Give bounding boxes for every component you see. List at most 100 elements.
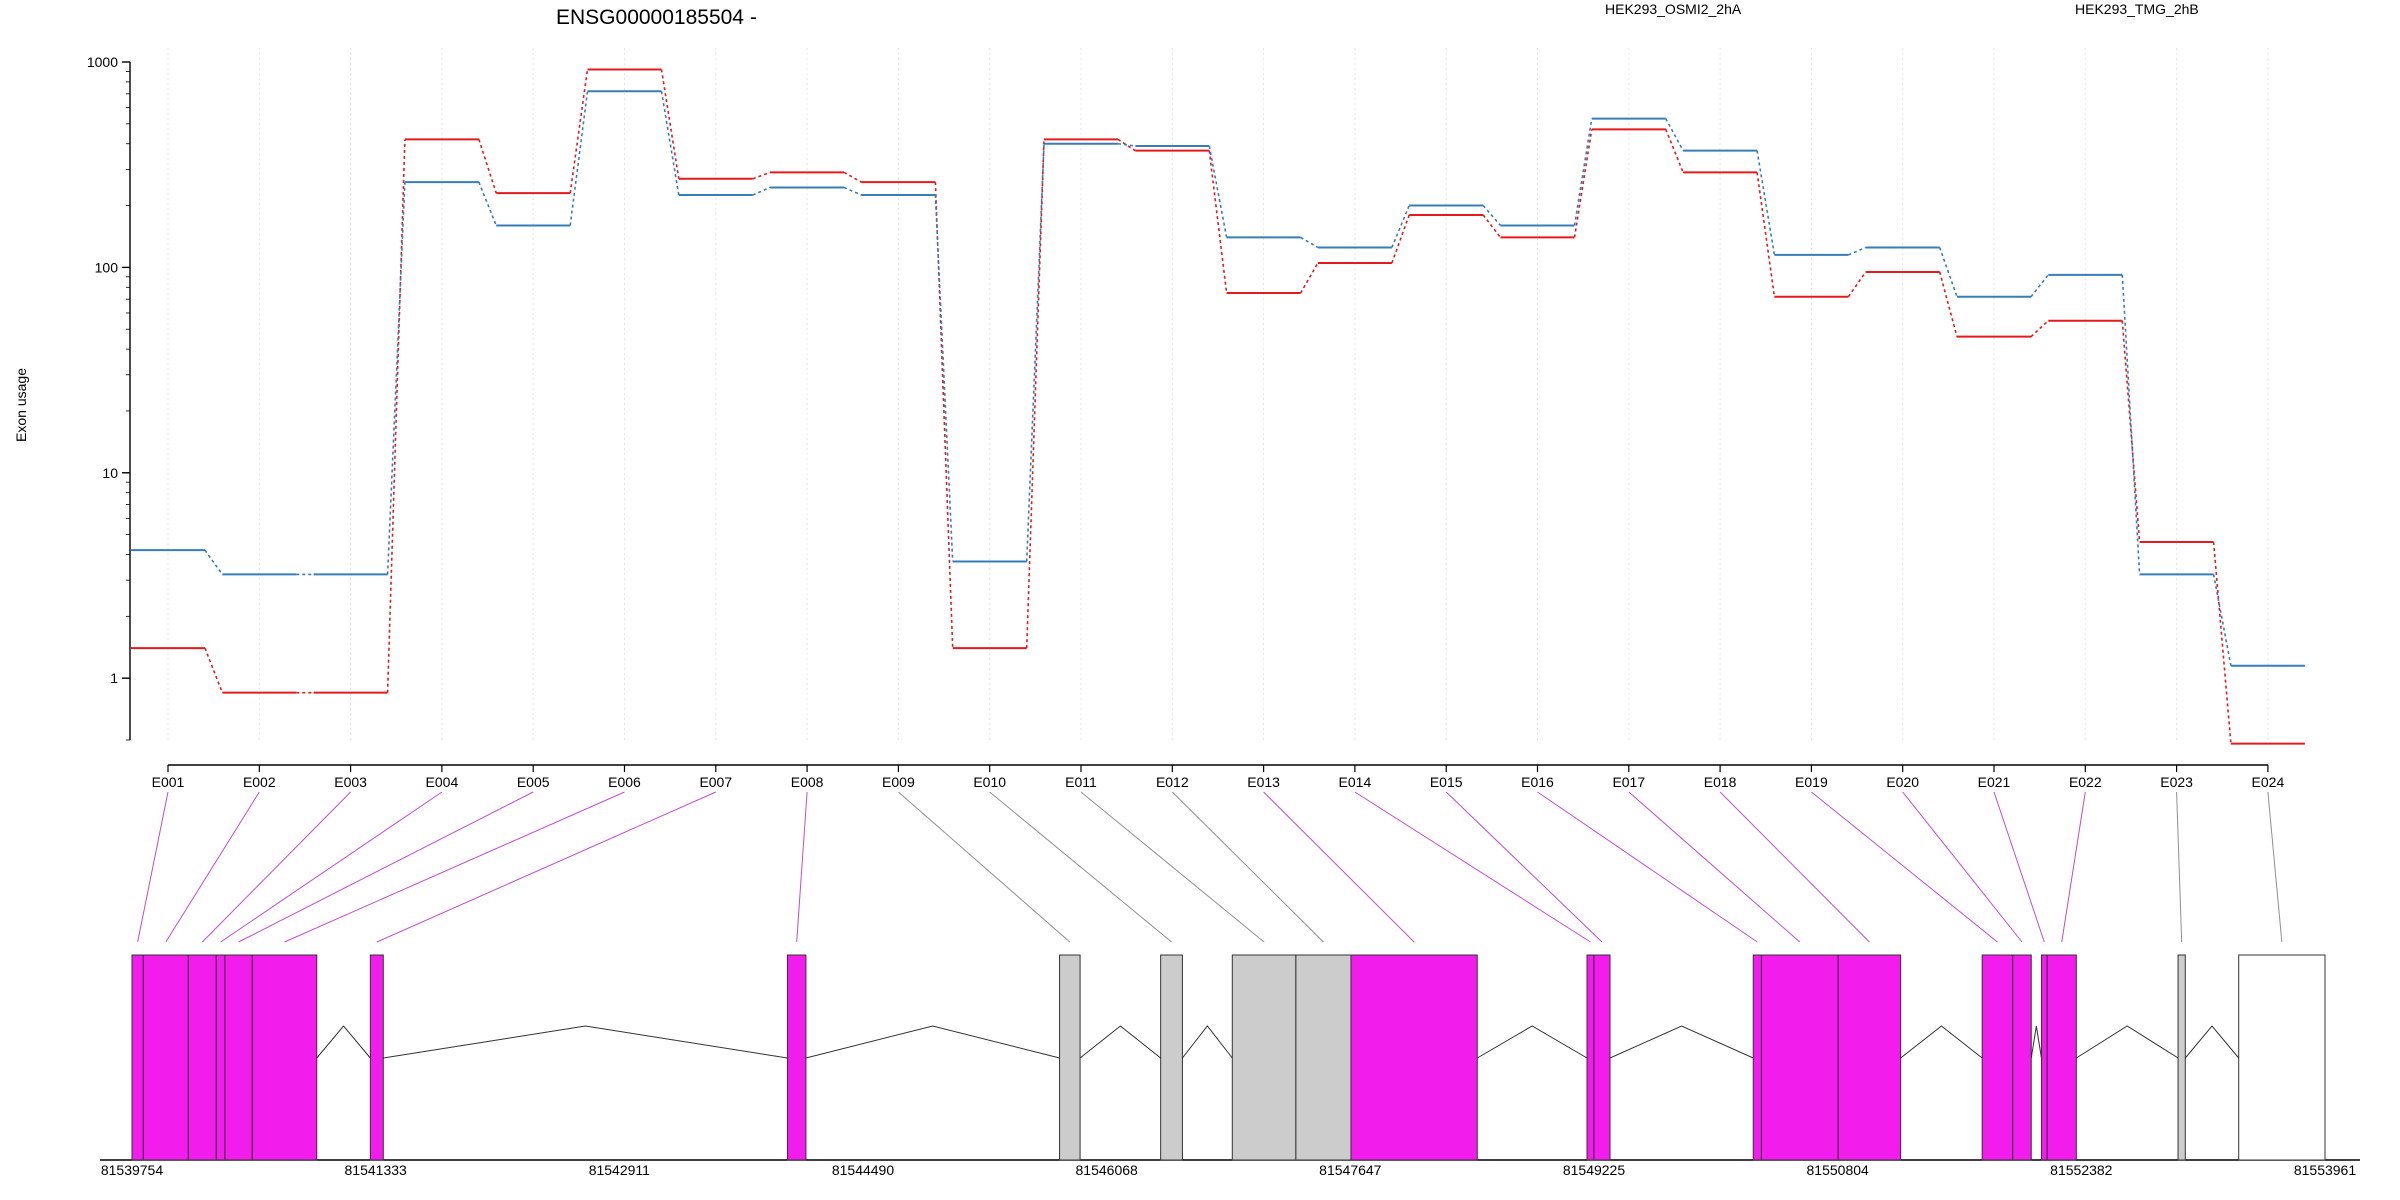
y-tick-label: 1: [110, 670, 118, 686]
exon-block-e013: [1350, 954, 1478, 1161]
intron-line: [2076, 1025, 2179, 1059]
exon-block-e017: [1760, 954, 1839, 1161]
exon-block-e022: [2046, 954, 2077, 1161]
exon-block-e014: [1586, 954, 1595, 1161]
connector-e017: [1628, 791, 1801, 943]
intron-line: [805, 1025, 1060, 1059]
coordinate-label: 81552382: [2050, 1162, 2113, 1178]
x-tick-label: E002: [243, 774, 276, 790]
x-tick-label: E003: [334, 774, 367, 790]
exon-block-e019: [1981, 954, 2014, 1161]
y-tick-label: 10: [102, 465, 118, 481]
exon-block-e006: [251, 954, 318, 1161]
intron-line: [1900, 1025, 1983, 1059]
series-1-connector: [2030, 320, 2049, 338]
exon-block-e021: [2040, 954, 2048, 1161]
x-tick-label: E020: [1886, 774, 1919, 790]
intron-line: [1609, 1025, 1754, 1059]
x-tick-label: E006: [608, 774, 641, 790]
connector-e012: [1171, 791, 1324, 943]
exon-block-e023: [2177, 954, 2186, 1161]
y-tick-label: 100: [95, 259, 119, 275]
coordinate-label: 81544490: [832, 1162, 895, 1178]
exon-block-e003: [187, 954, 217, 1161]
y-tick-label: 1000: [87, 54, 118, 70]
x-tick-label: E016: [1521, 774, 1554, 790]
series-2-connector: [1300, 236, 1319, 249]
exon-block-e007: [369, 954, 384, 1161]
exon-block-e004: [215, 954, 226, 1161]
connector-e014: [1354, 791, 1591, 943]
series-2-connector: [1025, 143, 1045, 562]
x-tick-label: E017: [1612, 774, 1645, 790]
intron-line: [2184, 1025, 2240, 1059]
x-tick-label: E018: [1704, 774, 1737, 790]
series-1-connector: [1482, 214, 1502, 238]
grid-lines: [167, 48, 2269, 740]
x-tick-label: E023: [2160, 774, 2193, 790]
x-tick-label: E021: [1978, 774, 2011, 790]
legend-series-2: HEK293_TMG_2hB: [2075, 1, 2199, 17]
series-2-connector: [2030, 274, 2049, 298]
coordinate-label: 81550804: [1807, 1162, 1870, 1178]
exon-block-e020: [2012, 954, 2032, 1161]
series-1-connector: [478, 139, 497, 194]
series-2-connector: [204, 549, 223, 575]
series-1-connector: [660, 69, 680, 179]
x-tick-label: E005: [517, 774, 550, 790]
exon-block-e011: [1231, 954, 1297, 1161]
x-tick-label: E015: [1430, 774, 1463, 790]
series-1-connector: [569, 69, 589, 194]
series-1-connector: [934, 182, 954, 649]
series-1-connector: [386, 139, 406, 693]
x-tick-label: E001: [152, 774, 185, 790]
connector-e009: [898, 791, 1071, 943]
intron-line: [316, 1025, 371, 1059]
x-tick-label: E004: [426, 774, 459, 790]
connector-e022: [2061, 791, 2086, 943]
exon-block-e009: [1059, 954, 1081, 1161]
series-1-connector: [204, 647, 224, 693]
connector-e010: [989, 791, 1172, 943]
coordinate-label: 81539754: [101, 1162, 164, 1178]
series-1-connector: [1938, 271, 1958, 337]
connector-e011: [1080, 791, 1265, 943]
series-1-connector: [1208, 150, 1228, 294]
chart-title: ENSG00000185504 -: [556, 6, 757, 29]
exon-block-e012: [1295, 954, 1352, 1161]
exon-connectors: [137, 791, 2283, 943]
x-tick-label: E022: [2069, 774, 2102, 790]
legend-series-1: HEK293_OSMI2_2hA: [1605, 1, 1742, 17]
series-2-connector: [1665, 118, 1684, 152]
exon-block-e002: [142, 954, 189, 1161]
series-2-connector: [752, 186, 771, 196]
x-tick-label: E008: [791, 774, 824, 790]
x-tick-label: E010: [973, 774, 1006, 790]
x-tick-label: E024: [2252, 774, 2285, 790]
connector-e001: [137, 791, 169, 943]
connector-e021: [1993, 791, 2045, 943]
axes: 1 10 100 1000 E001 E002 E003 E004 E005 E006 E007 E0…: [87, 54, 2285, 790]
intron-line: [1079, 1025, 1161, 1059]
series-1-connector: [1573, 129, 1593, 238]
series-1-connector: [843, 171, 862, 183]
connector-e002: [165, 791, 260, 943]
x-tick-label: E014: [1339, 774, 1372, 790]
series-1-connector: [1025, 139, 1045, 649]
exon-block-e005: [224, 954, 253, 1161]
series-2-connector: [1482, 205, 1502, 226]
coordinate-label: 81546068: [1076, 1162, 1139, 1178]
series-2-connector: [478, 181, 497, 226]
series-2-connector: [1938, 247, 1958, 297]
connector-e019: [1811, 791, 1998, 943]
series-lines: [131, 68, 2305, 745]
x-tick-label: E019: [1795, 774, 1828, 790]
connector-e016: [1537, 791, 1758, 943]
exon-block-e001: [131, 954, 144, 1161]
intron-line: [383, 1025, 788, 1059]
x-tick-label: E011: [1065, 774, 1097, 790]
connector-e004: [220, 791, 443, 943]
series-2-connector: [1391, 205, 1410, 248]
exon-block-e010: [1160, 954, 1183, 1161]
